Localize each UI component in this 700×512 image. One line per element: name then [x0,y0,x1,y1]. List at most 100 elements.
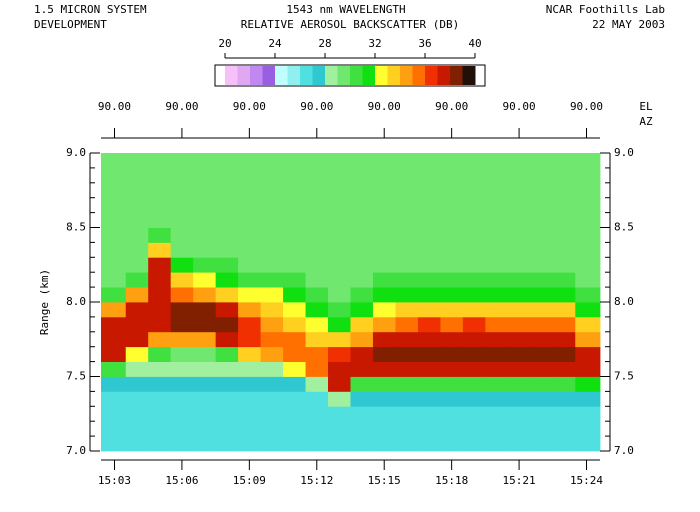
heatmap-cell [440,406,464,422]
heatmap-cell [148,376,172,392]
heatmap-cell [530,167,554,184]
heatmap-cell [101,153,127,169]
heatmap-cell [485,406,509,422]
heatmap-cell [170,182,194,199]
heatmap-cell [238,287,261,303]
heatmap-cell [530,376,554,392]
heatmap-cell [507,316,531,333]
heatmap-cell [530,272,554,288]
heatmap-cell [148,421,172,437]
heatmap-cell [395,182,419,199]
heatmap-cell [148,272,172,288]
heatmap-cell [193,361,217,377]
heatmap-cell [417,272,441,288]
heatmap-cell [372,406,396,422]
heatmap-cell [530,182,554,199]
heatmap-cell [125,287,149,303]
heatmap-cell [148,316,172,333]
heatmap-cell [328,316,351,333]
heatmap-cell [260,153,284,169]
heatmap-cell [238,361,261,377]
colorbar-tick-label: 40 [468,37,481,50]
heatmap-cell [101,167,127,184]
heatmap-cell [485,153,509,169]
heatmap-cell [372,212,396,228]
heatmap-cell [575,361,601,377]
heatmap-cell [350,316,374,333]
heatmap-cell [440,182,464,199]
heatmap-cell [215,436,239,452]
heatmap-cell [552,406,576,422]
heatmap-cell [485,331,509,348]
heatmap-cell [283,436,306,452]
heatmap-cell [148,287,172,303]
heatmap-cell [328,376,351,392]
heatmap-cell [372,257,396,273]
heatmap-cell [575,316,601,333]
x-tick-label: 15:06 [165,474,198,487]
heatmap-cell [507,346,531,362]
heatmap-cell [575,391,601,407]
colorbar-swatch [387,66,401,85]
heatmap-cell [530,361,554,377]
heatmap-cell [101,272,127,288]
heatmap-cell [507,361,531,377]
heatmap-cell [215,182,239,199]
heatmap-cell [395,421,419,437]
heatmap-cell [462,167,486,184]
heatmap-cell [193,272,217,288]
heatmap-cell [148,182,172,199]
heatmap-cell [328,361,351,377]
heatmap-cell [215,391,239,407]
heatmap-cell [260,421,284,437]
heatmap-cell [530,242,554,258]
heatmap-cell [507,302,531,318]
heatmap-cell [125,316,149,333]
heatmap-cell [462,197,486,213]
heatmap-cell [260,272,284,288]
y-tick-label: 7.0 [614,444,634,457]
heatmap-cell [485,242,509,258]
heatmap-cell [575,302,601,318]
heatmap-cell [417,421,441,437]
heatmap-cell [305,346,329,362]
heatmap-cell [101,257,127,273]
heatmap-cell [283,391,306,407]
heatmap-cell [193,346,217,362]
heatmap-cell [485,257,509,273]
heatmap-cell [575,227,601,243]
heatmap-cell [305,391,329,407]
colorbar-label: RELATIVE AEROSOL BACKSCATTER (DB) [241,18,460,31]
top-tick-label: 90.00 [300,100,333,113]
heatmap-cell [530,212,554,228]
heatmap-cell [417,406,441,422]
heatmap-cell [462,346,486,362]
heatmap-cell [440,436,464,452]
heatmap-cell [552,421,576,437]
heatmap-cell [507,376,531,392]
top-axis-title: EL [639,100,653,113]
heatmap-cell [328,153,351,169]
colorbar-tick-label: 24 [268,37,282,50]
heatmap-cell [101,406,127,422]
heatmap-cell [462,436,486,452]
heatmap-cell [395,436,419,452]
heatmap-cell [507,167,531,184]
heatmap-cell [170,257,194,273]
heatmap-cell [507,421,531,437]
heatmap-cell [215,287,239,303]
heatmap-cell [238,316,261,333]
y-tick-label: 8.0 [66,295,86,308]
heatmap-cell [328,287,351,303]
heatmap-cell [417,316,441,333]
heatmap-cell [372,242,396,258]
heatmap-cell [125,257,149,273]
heatmap-cell [283,257,306,273]
x-tick-label: 15:15 [368,474,401,487]
colorbar-tick-label: 20 [218,37,231,50]
heatmap-cell [193,212,217,228]
heatmap-cell [260,346,284,362]
heatmap-cell [101,242,127,258]
heatmap-cell [238,197,261,213]
heatmap-cell [193,436,217,452]
